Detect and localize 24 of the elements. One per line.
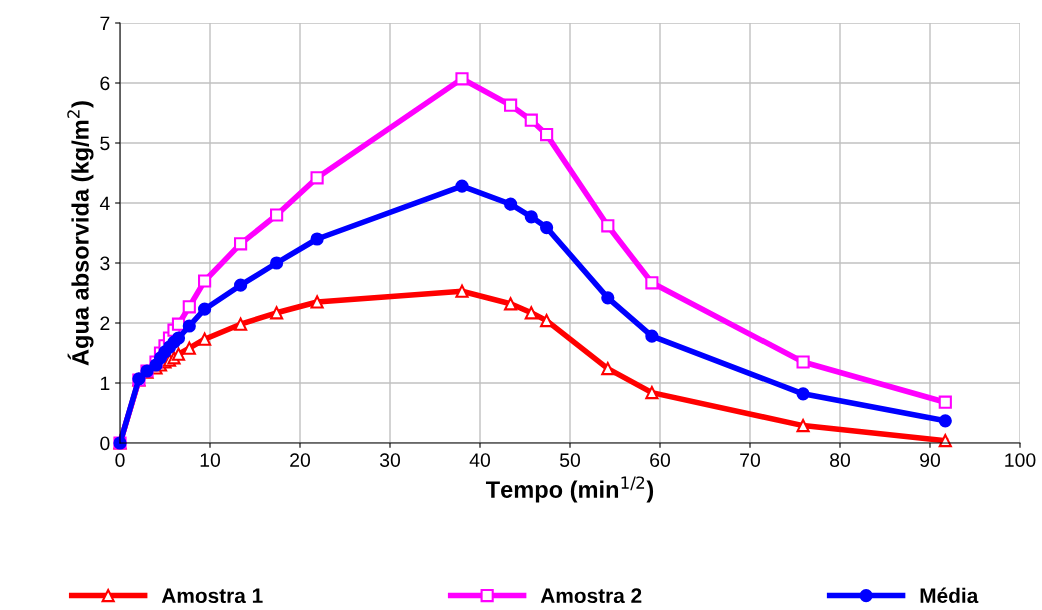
x-tick-label: 30 [379, 453, 401, 467]
x-tick-label: 10 [200, 453, 221, 467]
x-tick-label: 40 [469, 453, 491, 467]
legend-label: Amostra 2 [540, 588, 642, 604]
legend-label: Média [920, 587, 979, 604]
y-tick-label: 5 [100, 136, 110, 151]
x-axis-title: Tempo (min$^{1/2}$) [485, 476, 654, 503]
x-tick-label: 0 [115, 453, 125, 467]
legend-label: Amostra 1 [161, 588, 263, 604]
y-tick-label: 4 [99, 196, 110, 211]
x-tick-label: 80 [830, 453, 851, 467]
y-tick-label: 7 [100, 16, 110, 31]
x-tick-label: 100 [1005, 453, 1036, 467]
x-tick-label: 90 [920, 453, 941, 467]
y-tick-label: 2 [100, 316, 110, 331]
y-tick-label: 0 [100, 436, 110, 451]
x-tick-label: 20 [290, 453, 311, 467]
x-tick-label: 70 [740, 453, 761, 467]
y-tick-label: 1 [100, 376, 110, 391]
x-tick-label: 60 [650, 453, 671, 467]
y-axis-title: Água absorvida (kg/m$^{2}$) [67, 101, 94, 366]
x-tick-label: 50 [559, 453, 581, 467]
y-tick-label: 6 [100, 76, 110, 91]
y-tick-label: 3 [100, 256, 110, 271]
